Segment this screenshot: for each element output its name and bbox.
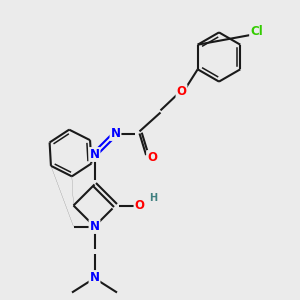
Text: O: O <box>134 199 145 212</box>
Text: O: O <box>176 85 187 98</box>
Text: H: H <box>149 193 157 203</box>
Text: N: N <box>89 220 100 233</box>
Text: O: O <box>147 151 157 164</box>
Text: N: N <box>89 271 100 284</box>
Text: Cl: Cl <box>250 25 263 38</box>
Text: N: N <box>110 127 121 140</box>
Text: N: N <box>89 148 100 161</box>
